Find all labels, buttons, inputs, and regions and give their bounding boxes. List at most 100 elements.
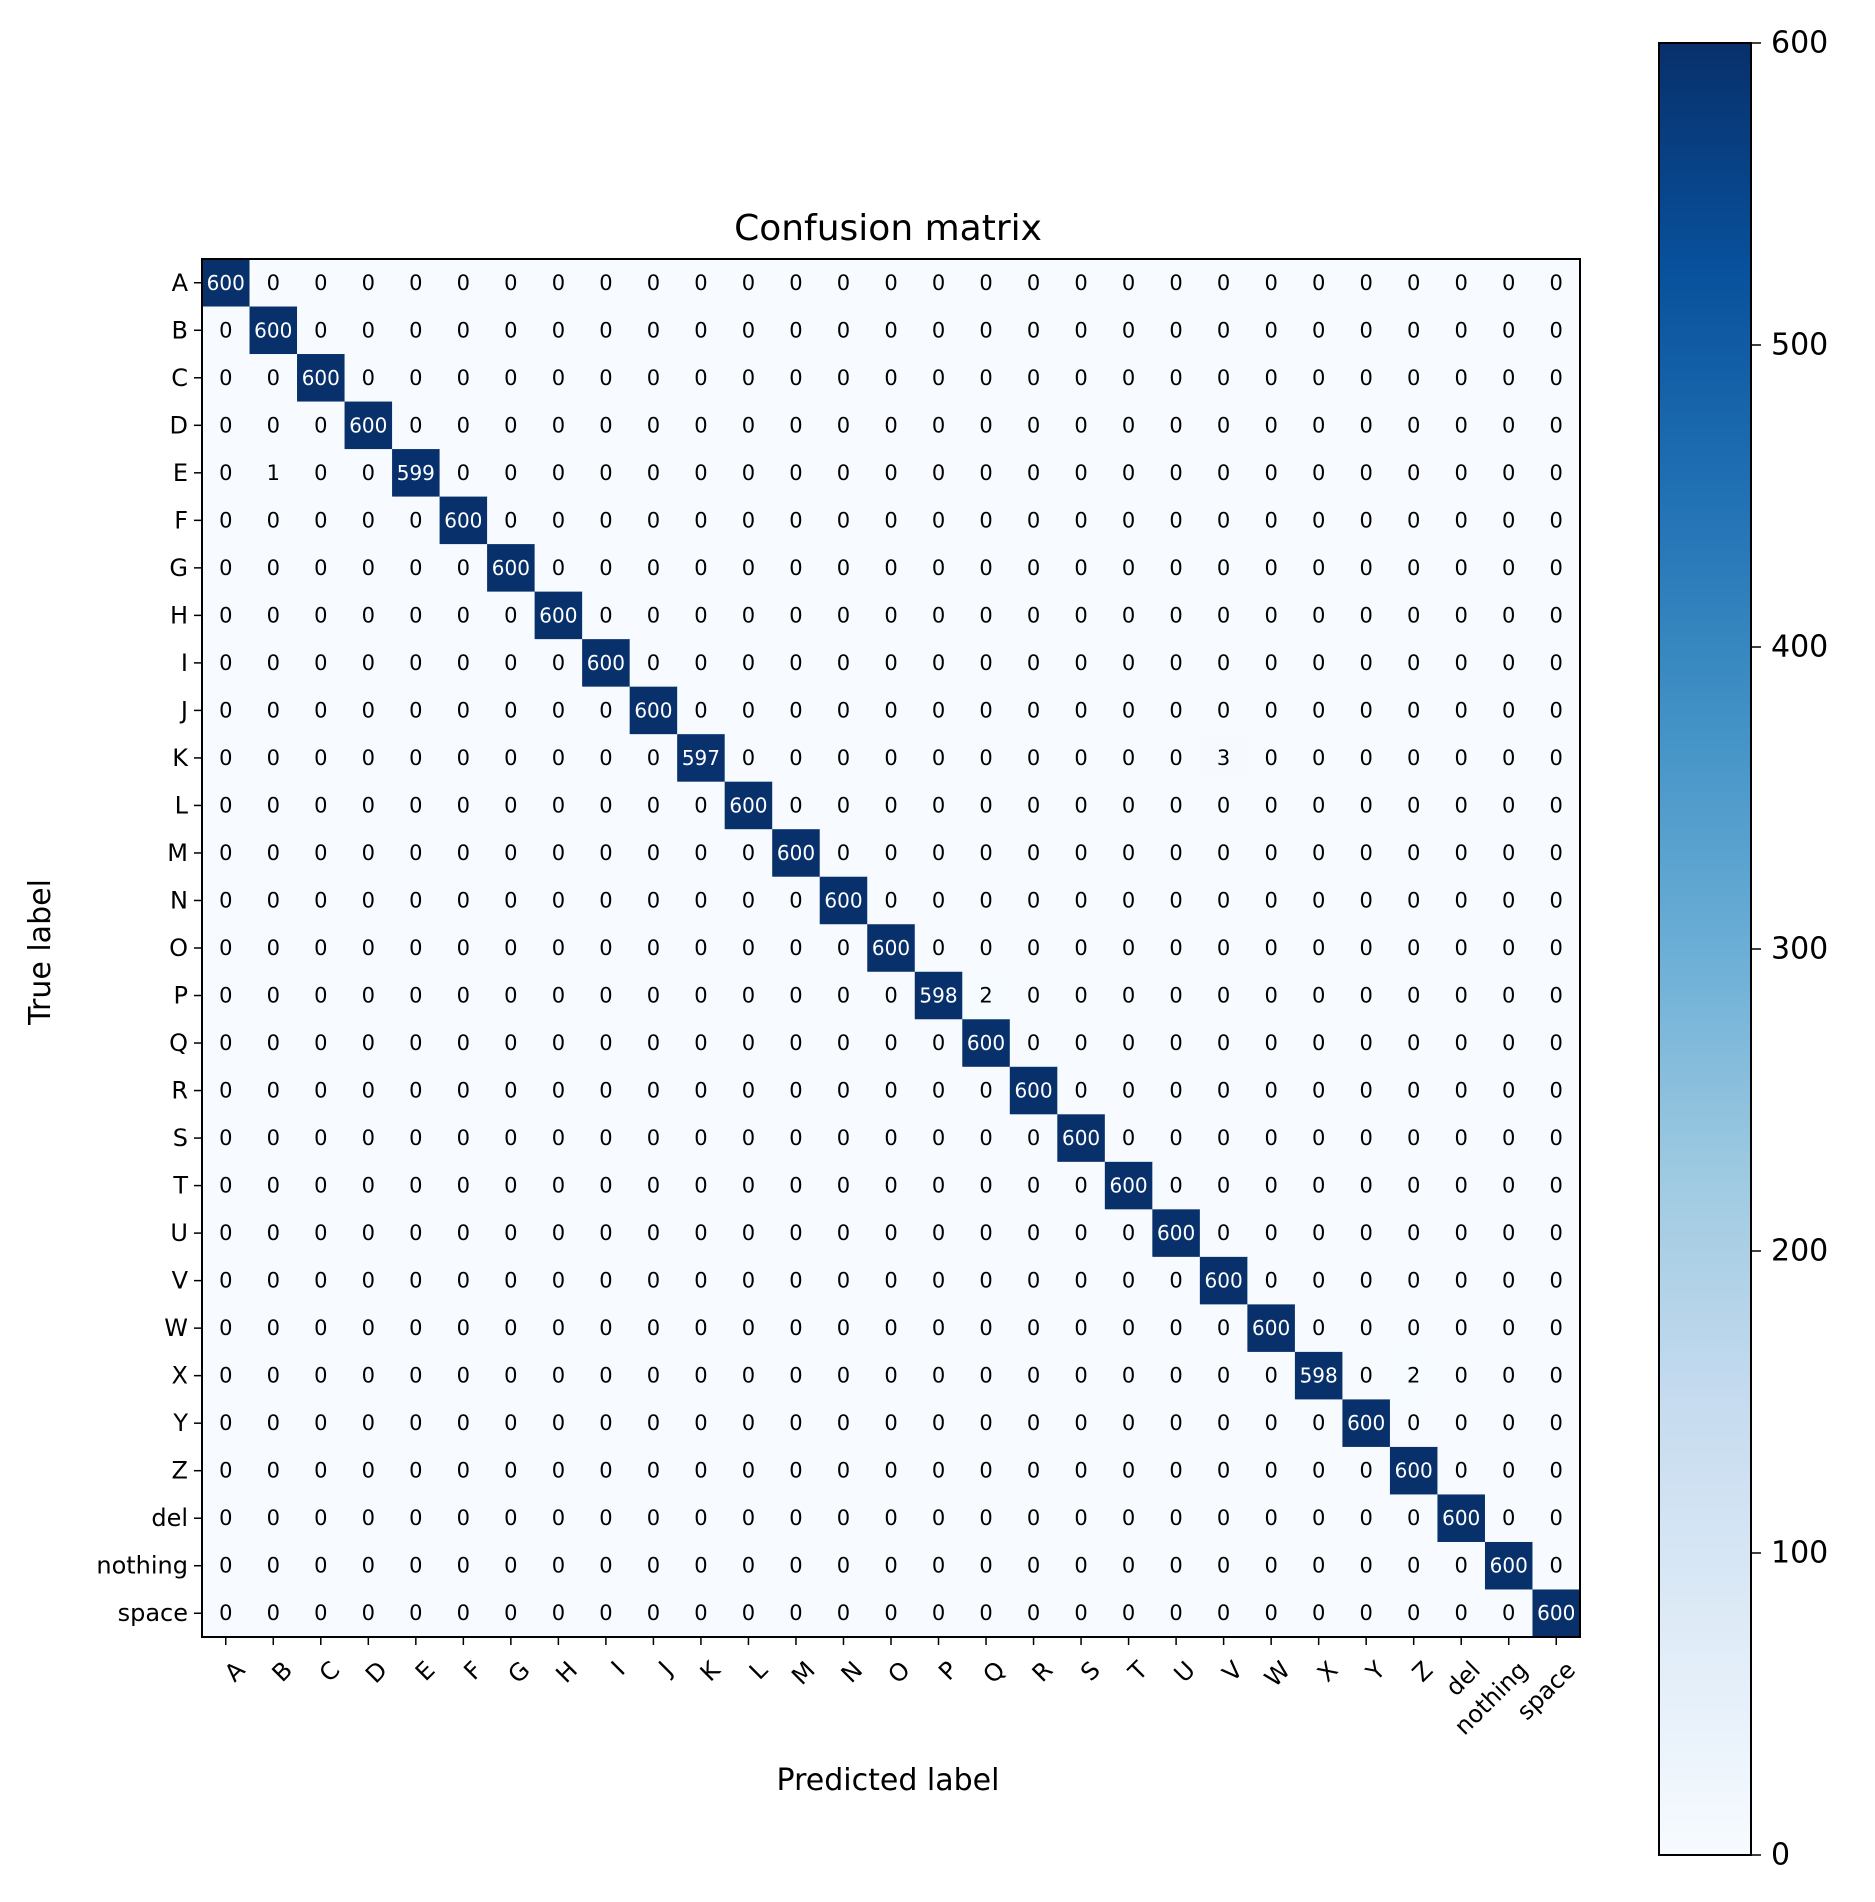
cell-value-label: 0 [1027,1221,1040,1245]
cell-value-label: 0 [1550,1031,1563,1055]
heatmap-cell [1484,1161,1534,1210]
heatmap-cell [534,1256,583,1305]
heatmap-cell [582,876,631,925]
heatmap-cell [867,1209,916,1258]
colorbar-tick-label: 500 [1771,328,1828,363]
cell-value-label: 0 [884,1269,897,1293]
cell-value-label: 0 [884,413,897,437]
heatmap-cell [1389,449,1439,498]
heatmap-cell [344,781,393,830]
cell-value-label: 0 [1550,1079,1563,1103]
cell-value-label: 0 [599,1411,612,1435]
heatmap-cell [1009,1494,1058,1543]
heatmap-cell [629,639,678,688]
heatmap-cell [962,971,1011,1020]
heatmap-cell [1342,354,1391,403]
heatmap-cell [487,971,536,1020]
heatmap-cell [677,306,726,355]
heatmap-cell [1247,354,1296,403]
heatmap-cell [1247,306,1296,355]
cell-value-label: 0 [979,746,992,770]
heatmap-cell [487,1541,536,1591]
cell-value-label: 0 [409,366,422,390]
cell-value-label: 0 [1312,508,1325,532]
heatmap-cell [629,734,678,783]
y-tick-label: X [172,1362,188,1390]
cell-value-label: 0 [599,461,612,485]
heatmap-cell [677,496,726,545]
cell-value-label: 0 [1502,1221,1515,1245]
cell-value-label: 0 [979,1554,992,1578]
heatmap-cell [1484,639,1534,688]
heatmap-cell [1532,354,1581,403]
heatmap-cell [1199,734,1248,783]
y-tick-label: L [175,791,189,819]
cell-value-label: 0 [409,746,422,770]
cell-value-label: 0 [837,1031,850,1055]
cell-value-label: 0 [1359,271,1372,295]
cell-value-label: 0 [1550,1316,1563,1340]
cell-value-label: 0 [1027,413,1040,437]
cell-value-label: 0 [267,1459,280,1483]
cell-value-label: 0 [647,1364,660,1388]
heatmap-cell [487,401,536,450]
cell-value-label: 0 [1074,461,1087,485]
cell-value-label: 0 [694,698,707,722]
cell-value-label: 0 [1502,1316,1515,1340]
heatmap-cell [867,1399,916,1448]
cell-value-label: 0 [552,461,565,485]
cell-value-label: 0 [837,651,850,675]
y-tick-label: Q [169,1029,188,1057]
cell-value-label: 0 [362,651,375,675]
cell-value-label: 0 [1217,1031,1230,1055]
cell-value-label: 0 [932,1174,945,1198]
heatmap-cell [1104,924,1153,973]
cell-value-label: 0 [932,461,945,485]
heatmap-cell [297,1114,346,1163]
cell-value-label: 0 [552,698,565,722]
heatmap-cell [1389,971,1439,1020]
cell-value-label: 0 [932,1221,945,1245]
heatmap-cell [772,1494,821,1543]
cell-value-label: 0 [837,746,850,770]
heatmap-cell [487,924,536,973]
heatmap-cell [344,829,393,878]
cell-value-label: 600 [1205,1269,1243,1293]
heatmap-cell [1199,1304,1248,1353]
cell-value-label: 0 [1027,746,1040,770]
heatmap-cell [1532,1019,1581,1068]
heatmap-cell [439,1446,488,1496]
cell-value-label: 0 [1264,1126,1277,1150]
cell-value-label: 0 [552,746,565,770]
cell-value-label: 0 [694,603,707,627]
cell-value-label: 0 [219,461,232,485]
cell-value-label: 0 [1550,461,1563,485]
cell-value-label: 0 [1312,1221,1325,1245]
heatmap-cell [297,259,346,308]
cell-value-label: 0 [1217,508,1230,532]
cell-value-label: 0 [694,984,707,1008]
heatmap-cell [1342,1399,1391,1448]
cell-value-label: 0 [694,1174,707,1198]
cell-value-label: 0 [599,556,612,580]
heatmap-cell [819,1399,868,1448]
heatmap-cell [1247,1446,1296,1496]
cell-value-label: 0 [837,1126,850,1150]
cell-value-label: 0 [1407,1316,1420,1340]
heatmap-cell [677,449,726,498]
cell-value-label: 0 [1217,793,1230,817]
cell-value-label: 0 [1407,1031,1420,1055]
heatmap-cell [1532,781,1581,830]
heatmap-cell [1532,1066,1581,1115]
heatmap-cell [1199,639,1248,688]
cell-value-label: 0 [457,1601,470,1625]
cell-value-label: 0 [1264,508,1277,532]
heatmap-cell [962,734,1011,783]
heatmap-cell [534,1114,583,1163]
heatmap-cell [867,496,916,545]
cell-value-label: 0 [789,461,802,485]
heatmap-cell [819,1589,868,1638]
cell-value-label: 0 [504,1031,517,1055]
cell-value-label: 0 [362,1506,375,1530]
cell-value-label: 0 [1502,1506,1515,1530]
